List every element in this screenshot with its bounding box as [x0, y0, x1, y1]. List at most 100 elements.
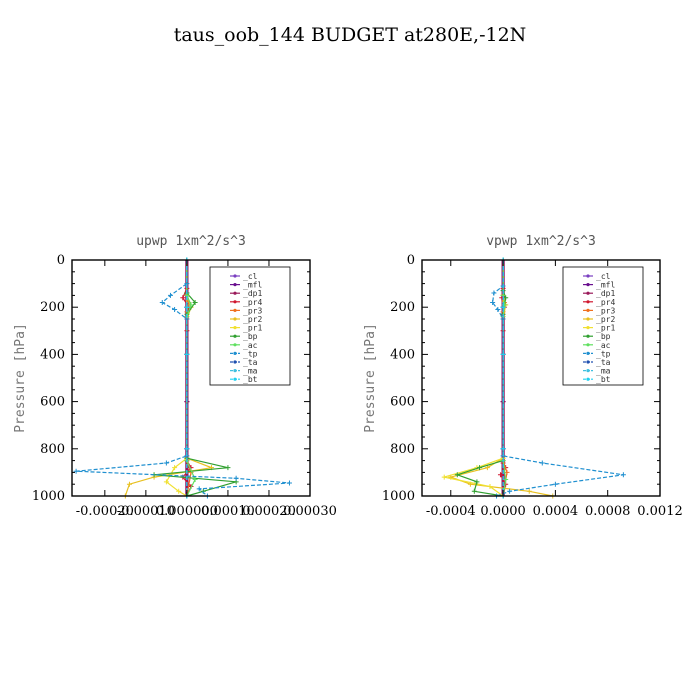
series-point-pr3 [504, 469, 510, 475]
legend-label: _bt [596, 375, 611, 384]
y-axis-label: Pressure [hPa] [13, 323, 28, 433]
series-point-bt [184, 304, 190, 310]
legend-marker [233, 369, 237, 373]
series-point-pr4 [497, 472, 503, 478]
legend-label: _ta [243, 358, 258, 367]
series-point-tp [539, 460, 545, 466]
legend-marker [586, 334, 590, 338]
series-point-tp [73, 468, 79, 474]
legend-label: _ac [243, 341, 258, 350]
series-point-bt [500, 351, 506, 357]
series-point-tp [167, 292, 173, 298]
series-point-tp [286, 480, 292, 486]
panel-title: upwp 1xm^2/s^3 [136, 234, 246, 249]
y-tick-label: 1000 [382, 489, 415, 504]
series-point-pr1 [441, 474, 447, 480]
panel-vpwp: vpwp 1xm^2/s^3 Pressure [hPa] 0 200 400 600 80… [363, 234, 683, 519]
series-point-pr4 [180, 295, 186, 301]
legend-marker [233, 291, 237, 295]
series-point-tp [163, 460, 169, 466]
legend-marker [233, 274, 237, 278]
legend-label: _pr2 [596, 315, 615, 324]
x-tick-label: -0.00020 [76, 504, 134, 519]
series-point-pr1 [487, 484, 493, 490]
legend-label: _ta [596, 358, 611, 367]
legend-label: _tp [596, 349, 611, 358]
series-point-bp [477, 465, 483, 471]
legend-marker [233, 300, 237, 304]
legend-marker [586, 360, 590, 364]
series-point-bt [500, 304, 506, 310]
series-point-pr1 [172, 465, 178, 471]
legend-label: _pr4 [243, 298, 262, 307]
x-tick-label: 0.00020 [242, 504, 296, 519]
x-tick-label: 0.0000 [480, 504, 526, 519]
legend-marker [586, 369, 590, 373]
y-tick-label: 400 [40, 347, 65, 362]
x-tick-label: 0.0004 [533, 504, 579, 519]
series-point-ac [188, 302, 194, 308]
legend-marker [586, 274, 590, 278]
series-point-bp [192, 299, 198, 305]
series-point-ac [192, 476, 198, 482]
legend-marker [233, 343, 237, 347]
y-tick-label: 600 [390, 395, 415, 410]
series-point-bt [500, 446, 506, 452]
series-point-pr2 [126, 481, 132, 487]
series-point-pr1 [176, 488, 182, 494]
series-point-bt [184, 446, 190, 452]
legend-marker [586, 326, 590, 330]
legend-label: _ma [596, 367, 611, 376]
legend-marker [586, 317, 590, 321]
legend-label: _cl [596, 272, 611, 281]
series-point-tp [552, 481, 558, 487]
legend-label: _dp1 [596, 289, 615, 298]
legend-marker [233, 351, 237, 355]
legend-label: _ma [243, 367, 258, 376]
y-tick-label: 800 [40, 442, 65, 457]
legend-marker [233, 326, 237, 330]
series-point-tp [233, 475, 239, 481]
series-point-tp [159, 299, 165, 305]
series-point-tp [495, 307, 501, 313]
legend-label: _mfl [596, 281, 615, 290]
legend-label: _mfl [243, 281, 262, 290]
y-tick-label: 200 [390, 300, 415, 315]
legend-label: _bp [596, 332, 611, 341]
legend-marker [586, 291, 590, 295]
legend-label: _pr3 [243, 306, 262, 315]
series-point-pr1 [163, 479, 169, 485]
series-line-bp [455, 260, 507, 497]
legend-marker [586, 308, 590, 312]
legend-marker [586, 351, 590, 355]
legend-box [209, 266, 291, 386]
series-point-pr2 [484, 465, 490, 471]
y-tick-label: 600 [40, 395, 65, 410]
series-point-bp [471, 488, 477, 494]
series-point-bp [225, 465, 231, 471]
y-tick-label: 200 [40, 300, 65, 315]
series-point-bt [184, 351, 190, 357]
legend-marker [233, 360, 237, 364]
series-point-tp [196, 486, 202, 492]
legend-marker [233, 317, 237, 321]
series-point-tp [490, 299, 496, 305]
x-tick-label: 0.000000 [156, 504, 218, 519]
y-tick-label: 1000 [32, 489, 65, 504]
y-axis-label: Pressure [hPa] [363, 323, 378, 433]
legend-label: _bp [243, 332, 258, 341]
legend-box [562, 266, 644, 386]
y-tick-label: 400 [390, 347, 415, 362]
series-point-bp [454, 472, 460, 478]
y-tick-label: 0 [57, 253, 65, 268]
figure-title: taus_oob_144 BUDGET at280E,-12N [174, 24, 527, 46]
legend-label: _pr1 [596, 324, 615, 333]
series-point-ac [503, 476, 509, 482]
legend-marker [586, 283, 590, 287]
x-tick-label: 0.00010 [201, 504, 255, 519]
legend-label: _pr2 [243, 315, 262, 324]
x-tick-label: 0.0012 [637, 504, 683, 519]
series-point-tp [620, 472, 626, 478]
series-line-bp [154, 260, 237, 497]
